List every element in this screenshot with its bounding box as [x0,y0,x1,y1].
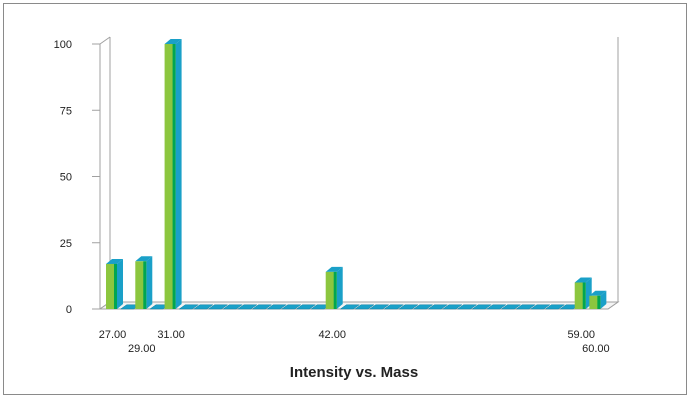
bar-top [106,258,123,264]
bar-zero [471,304,492,310]
bar [339,304,361,310]
bar [295,304,317,310]
bar-zero [295,304,317,310]
bar-zero [529,304,551,310]
bar-zero [193,304,214,310]
bar [106,258,123,309]
bar [280,304,302,310]
bar-zero [442,304,463,310]
x-tick-label: 59.00 [567,329,595,341]
x-tick-label: 29.00 [128,343,156,355]
bar-edge [172,44,176,309]
y-tick-label: 25 [60,238,72,250]
bar-zero [383,304,405,310]
y-tick-label: 0 [66,304,72,316]
bar-zero [266,304,287,310]
y-tick-labels: 0 25 50 75 100 [54,39,72,316]
bar-zero [368,304,390,310]
bar [471,304,492,310]
bar-side [336,266,343,309]
bar [266,304,287,310]
bar-edge [582,282,586,309]
x-tick-label: 42.00 [318,329,346,341]
bar-edge [597,295,601,309]
bar-side [146,256,153,309]
bar [427,304,449,310]
bar-zero [280,304,302,310]
bar-zero [207,304,229,310]
axis-depth-top [99,36,111,45]
bar [354,304,375,310]
bar [515,304,536,310]
bar [529,304,551,310]
bar [222,304,243,310]
y-tick-label: 100 [54,39,72,51]
bar [164,39,182,309]
bar-side [175,39,182,309]
bar [368,304,390,310]
bar-zero [339,304,361,310]
bar [589,290,607,309]
bar-front [574,282,586,309]
bar-edge [333,271,337,309]
y-tick-label: 50 [60,172,72,184]
bar [442,304,463,310]
bar-zero [515,304,536,310]
bar [237,304,258,310]
bar [544,304,566,310]
bar-top [589,290,607,296]
bar [500,304,522,310]
bar [456,304,478,310]
bar-front [135,261,147,309]
bar [325,266,343,309]
bar-zero [427,304,449,310]
bar [207,304,229,310]
x-tick-label: 27.00 [99,329,127,341]
bar [135,256,153,309]
bar-top [164,39,182,44]
bar [193,304,214,310]
bar-side [117,258,123,309]
bar-edge [143,261,147,309]
chart-title: Intensity vs. Mass [290,364,418,381]
bar-zero [178,304,200,310]
bars-group [106,39,607,310]
x-tick-label: 31.00 [157,329,185,341]
bar [251,304,273,310]
bar-zero [354,304,375,310]
bar-zero [222,304,243,310]
bar-zero [251,304,273,310]
bar-top [325,266,343,272]
y-tick-label: 75 [60,105,72,117]
bar-zero [237,304,258,310]
bar-front [325,271,337,309]
axis-back [109,37,619,303]
chart-frame: 0 25 50 75 100 27.00 29.00 31.00 42.00 59.00 60.0… [3,3,687,395]
bar-zero [456,304,478,310]
bar [574,277,592,309]
x-tick-label: 60.00 [582,343,610,355]
bar-front [589,295,601,309]
bar [178,304,200,310]
bar-zero [544,304,566,310]
bar-zero [486,304,507,310]
bar-front [164,44,176,309]
bar-top [135,256,153,262]
bar-edge [114,263,117,309]
bar-zero [500,304,522,310]
bar-front [106,263,117,309]
bar-side [600,290,607,309]
bar-zero [398,304,419,310]
bar [486,304,507,310]
bar [383,304,405,310]
bar [412,304,434,310]
bar [398,304,419,310]
bar-top [574,277,592,283]
bar-zero [412,304,434,310]
